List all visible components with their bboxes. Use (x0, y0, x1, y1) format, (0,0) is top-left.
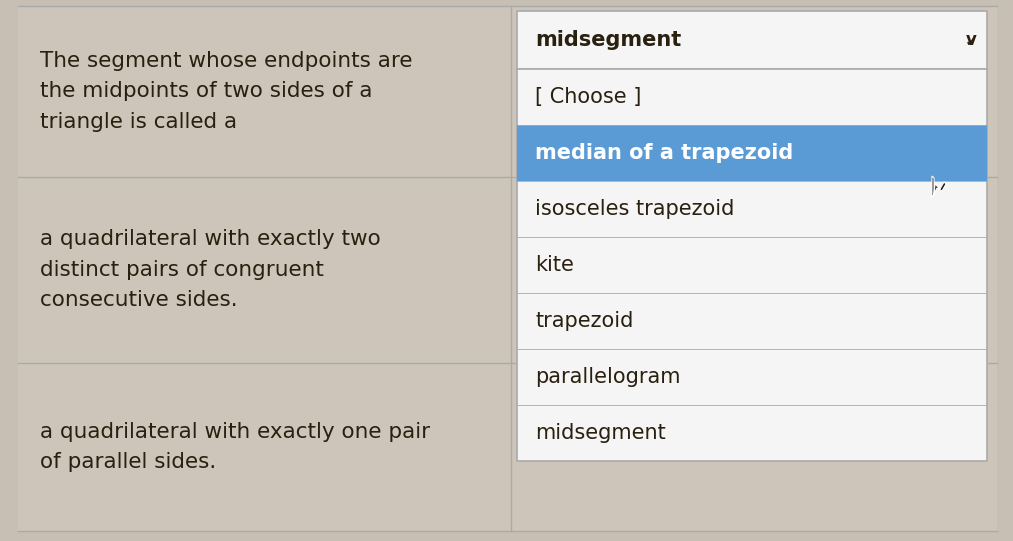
Bar (517, 69, 987, 461)
Text: midsegment: midsegment (535, 423, 666, 443)
Text: median of a trapezoid: median of a trapezoid (535, 143, 793, 163)
Text: parallelogram: parallelogram (535, 367, 681, 387)
Bar (517, 11, 987, 69)
Text: a quadrilateral with exactly one pair
of parallel sides.: a quadrilateral with exactly one pair of… (40, 422, 431, 472)
Text: a quadrilateral with exactly two
distinct pairs of congruent
consecutive sides.: a quadrilateral with exactly two distinc… (40, 229, 381, 310)
Text: [ Choose ]: [ Choose ] (535, 87, 641, 107)
Text: The segment whose endpoints are
the midpoints of two sides of a
triangle is call: The segment whose endpoints are the midp… (40, 51, 412, 131)
Text: isosceles trapezoid: isosceles trapezoid (535, 199, 734, 219)
Text: midsegment: midsegment (535, 30, 682, 50)
Text: ✓: ✓ (964, 35, 978, 49)
Text: kite: kite (535, 255, 574, 275)
Bar (517, 125, 987, 181)
Text: v: v (965, 31, 977, 49)
Polygon shape (932, 176, 946, 198)
Text: trapezoid: trapezoid (535, 311, 633, 331)
